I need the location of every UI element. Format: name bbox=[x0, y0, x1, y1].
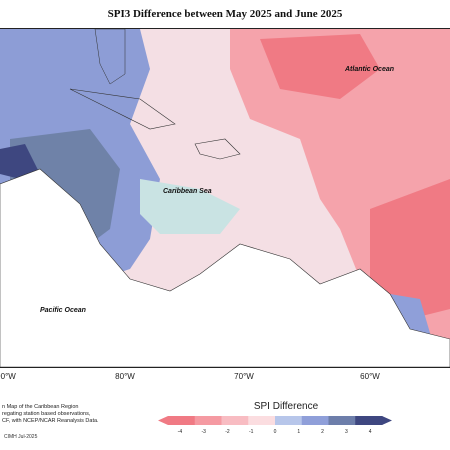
neutral-region-caribbean bbox=[140, 179, 240, 234]
legend-tick-label: -2 bbox=[225, 429, 230, 435]
note-line-2: regating station based observations, bbox=[2, 411, 91, 417]
legend-swatch bbox=[221, 416, 249, 425]
caribbean-sea-label: Caribbean Sea bbox=[163, 188, 212, 195]
legend-tick-label: -3 bbox=[201, 429, 206, 435]
cuba-outline bbox=[69, 88, 176, 130]
legend-swatch bbox=[355, 416, 383, 425]
legend-swatch bbox=[328, 416, 356, 425]
legend-swatch bbox=[301, 416, 329, 425]
central-south-america-land bbox=[0, 168, 450, 367]
legend-swatch bbox=[248, 416, 276, 425]
longitude-label-60w: 60°W bbox=[360, 372, 380, 381]
legend-arrow-left bbox=[158, 416, 168, 425]
map-title: SPI3 Difference between May 2025 and Jun… bbox=[107, 8, 343, 20]
legend-title: SPI Difference bbox=[253, 401, 319, 412]
strong-positive-region-north bbox=[260, 34, 380, 99]
atlantic-ocean-label: Atlantic Ocean bbox=[344, 66, 394, 73]
color-legend: -4 -3 -2 -1 0 1 2 3 4 bbox=[158, 416, 392, 435]
legend-swatch bbox=[194, 416, 222, 425]
note-line-3: CF, with NCEP/NCAR Reanalysis Data. bbox=[2, 418, 99, 424]
florida-land bbox=[94, 29, 126, 85]
legend-arrow-right bbox=[382, 416, 392, 425]
hispaniola-outline bbox=[194, 138, 241, 160]
deep-blue-region bbox=[0, 144, 40, 179]
legend-swatch bbox=[275, 416, 303, 425]
map-panel: Atlantic Ocean Caribbean Sea Pacific Oce… bbox=[0, 28, 450, 368]
legend-tick-label: -4 bbox=[178, 429, 183, 435]
map-note: n Map of the Caribbean Region regating s… bbox=[2, 404, 142, 425]
credit-text: CIMH Jul-2025 bbox=[4, 434, 38, 440]
longitude-label-70w: 70°W bbox=[234, 372, 254, 381]
longitude-label-90w: 90°W bbox=[0, 372, 16, 381]
longitude-label-80w: 80°W bbox=[115, 372, 135, 381]
legend-tick-label: 2 bbox=[321, 429, 324, 435]
legend-tick-label: 3 bbox=[345, 429, 348, 435]
spi-difference-map: Atlantic Ocean Caribbean Sea Pacific Oce… bbox=[0, 29, 450, 367]
strong-positive-region bbox=[370, 179, 450, 319]
note-line-1: n Map of the Caribbean Region bbox=[2, 404, 79, 410]
legend-tick-label: 0 bbox=[274, 429, 277, 435]
pacific-ocean-label: Pacific Ocean bbox=[40, 307, 86, 314]
legend-tick-label: 1 bbox=[297, 429, 300, 435]
legend-tick-label: -1 bbox=[249, 429, 254, 435]
legend-swatch bbox=[168, 416, 196, 425]
legend-tick-label: 4 bbox=[369, 429, 372, 435]
